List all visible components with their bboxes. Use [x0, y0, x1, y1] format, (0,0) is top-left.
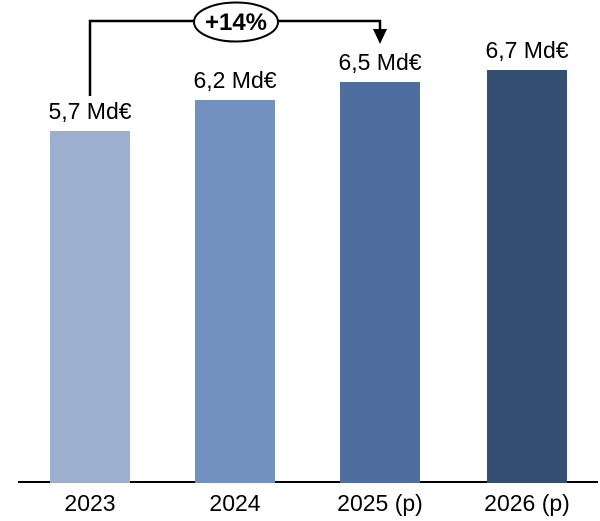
annotation-percent-label: +14% — [205, 9, 267, 36]
x-axis-label-2026: 2026 (p) — [484, 490, 570, 516]
bar-value-label: 5,7 Md€ — [48, 98, 132, 124]
bar-2023 — [50, 131, 130, 483]
x-axis-label-2023: 2023 — [64, 490, 116, 516]
bar-2025 — [340, 82, 420, 483]
x-axis-label-2025: 2025 (p) — [337, 490, 423, 516]
bar-value-label: 6,5 Md€ — [338, 49, 422, 75]
bar-2024 — [195, 100, 275, 483]
x-axis-label-2024: 2024 — [209, 490, 261, 516]
arrowhead-icon — [373, 29, 387, 44]
bar-value-label: 6,7 Md€ — [485, 37, 569, 63]
annotation-ellipse — [193, 1, 279, 43]
bar-value-label: 6,2 Md€ — [193, 67, 277, 93]
bar-2026 — [487, 70, 567, 483]
x-axis-line — [18, 481, 598, 483]
